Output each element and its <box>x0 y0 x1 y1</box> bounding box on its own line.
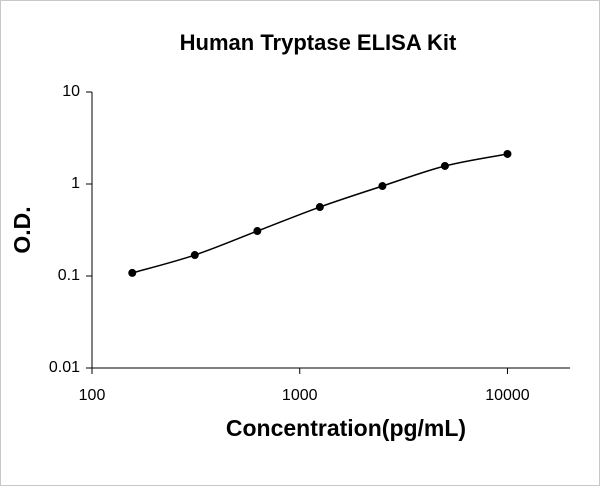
x-axis-title: Concentration(pg/mL) <box>226 415 466 441</box>
y-tick-label: 1 <box>71 175 80 192</box>
x-tick-label: 10000 <box>485 387 530 404</box>
point <box>190 251 199 260</box>
y-tick-label: 0.1 <box>58 267 80 284</box>
y-tick-label: 10 <box>62 83 80 100</box>
point <box>253 227 262 236</box>
x-tick-label: 1000 <box>282 387 318 404</box>
x-tick-label: 100 <box>79 387 106 404</box>
y-tick-label: 0.01 <box>49 359 80 376</box>
point <box>440 161 449 170</box>
point <box>378 182 387 191</box>
y-axis-title: O.D. <box>9 206 35 253</box>
point <box>315 203 324 212</box>
point <box>128 268 137 277</box>
point <box>503 149 512 158</box>
chart-title: Human Tryptase ELISA Kit <box>180 30 457 55</box>
